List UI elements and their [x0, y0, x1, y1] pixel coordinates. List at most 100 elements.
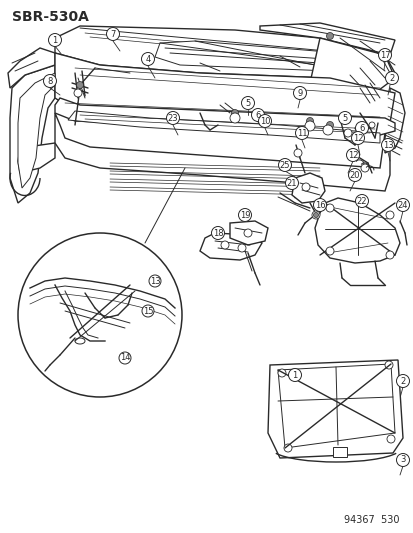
Circle shape — [243, 229, 252, 237]
Text: 3: 3 — [399, 456, 405, 464]
Text: 4: 4 — [145, 54, 150, 63]
Circle shape — [385, 251, 393, 259]
Circle shape — [288, 368, 301, 382]
Circle shape — [237, 244, 245, 252]
Circle shape — [285, 176, 298, 190]
Text: 10: 10 — [259, 117, 270, 125]
Circle shape — [87, 338, 93, 344]
Circle shape — [385, 211, 393, 219]
Circle shape — [48, 34, 62, 46]
Circle shape — [221, 241, 228, 249]
Text: 23: 23 — [167, 114, 178, 123]
Circle shape — [325, 247, 333, 255]
Circle shape — [251, 109, 264, 122]
Text: SBR-530A: SBR-530A — [12, 10, 89, 24]
Text: 18: 18 — [212, 229, 223, 238]
Polygon shape — [18, 73, 55, 188]
Circle shape — [396, 454, 408, 466]
Circle shape — [106, 28, 119, 41]
Polygon shape — [18, 143, 55, 173]
Circle shape — [386, 435, 394, 443]
Circle shape — [241, 96, 254, 109]
Text: 11: 11 — [296, 128, 306, 138]
Circle shape — [396, 375, 408, 387]
Circle shape — [142, 305, 154, 317]
Text: 6: 6 — [255, 110, 260, 119]
Circle shape — [295, 126, 308, 140]
Circle shape — [355, 195, 368, 207]
Text: 1: 1 — [292, 370, 297, 379]
Polygon shape — [8, 48, 55, 88]
Text: 5: 5 — [342, 114, 347, 123]
Circle shape — [304, 121, 314, 131]
Circle shape — [384, 361, 392, 369]
Text: 22: 22 — [356, 197, 366, 206]
Polygon shape — [68, 111, 379, 143]
Circle shape — [278, 158, 291, 172]
Circle shape — [326, 122, 333, 128]
Text: 20: 20 — [349, 171, 359, 180]
Circle shape — [355, 122, 368, 134]
Circle shape — [293, 149, 301, 157]
Text: 7: 7 — [110, 29, 115, 38]
Text: 94367  530: 94367 530 — [344, 515, 399, 525]
Polygon shape — [199, 233, 261, 260]
Bar — [332, 447, 346, 457]
Circle shape — [346, 149, 358, 161]
Polygon shape — [259, 23, 394, 55]
Text: 13: 13 — [150, 277, 160, 286]
Text: 2: 2 — [389, 74, 394, 83]
Polygon shape — [10, 53, 55, 203]
Circle shape — [277, 369, 285, 377]
Polygon shape — [267, 360, 402, 458]
Polygon shape — [384, 88, 404, 153]
Circle shape — [258, 115, 271, 127]
Circle shape — [338, 111, 351, 125]
Circle shape — [351, 132, 363, 144]
Circle shape — [322, 125, 332, 135]
Circle shape — [141, 52, 154, 66]
Circle shape — [313, 213, 318, 217]
Circle shape — [238, 208, 251, 222]
Circle shape — [76, 82, 83, 88]
Circle shape — [377, 49, 391, 61]
Text: 24: 24 — [397, 200, 407, 209]
Text: 25: 25 — [279, 160, 290, 169]
Text: 2: 2 — [399, 376, 405, 385]
Circle shape — [301, 183, 309, 191]
Circle shape — [230, 113, 240, 123]
Text: 9: 9 — [297, 88, 302, 98]
Text: 12: 12 — [352, 133, 362, 142]
Circle shape — [348, 168, 361, 182]
Text: 13: 13 — [382, 141, 392, 149]
Circle shape — [313, 198, 326, 212]
Circle shape — [326, 33, 333, 39]
Text: 15: 15 — [142, 306, 153, 316]
Circle shape — [74, 89, 82, 97]
Polygon shape — [314, 198, 399, 263]
Text: 8: 8 — [47, 77, 52, 85]
Circle shape — [231, 109, 238, 117]
Text: 17: 17 — [379, 51, 389, 60]
Text: 14: 14 — [119, 353, 130, 362]
Circle shape — [18, 233, 182, 397]
Circle shape — [43, 75, 56, 87]
Circle shape — [149, 275, 161, 287]
Text: 19: 19 — [239, 211, 249, 220]
Polygon shape — [55, 53, 394, 133]
Text: 5: 5 — [245, 99, 250, 108]
Polygon shape — [277, 364, 394, 448]
Circle shape — [368, 122, 374, 128]
Circle shape — [85, 336, 95, 346]
Polygon shape — [291, 173, 324, 203]
Circle shape — [385, 71, 398, 85]
Circle shape — [306, 117, 313, 125]
Circle shape — [293, 86, 306, 100]
Polygon shape — [309, 38, 394, 95]
Circle shape — [325, 204, 333, 212]
Text: 12: 12 — [347, 150, 357, 159]
Circle shape — [211, 227, 224, 239]
Text: 6: 6 — [358, 124, 364, 133]
Polygon shape — [55, 98, 394, 135]
Circle shape — [283, 444, 291, 452]
